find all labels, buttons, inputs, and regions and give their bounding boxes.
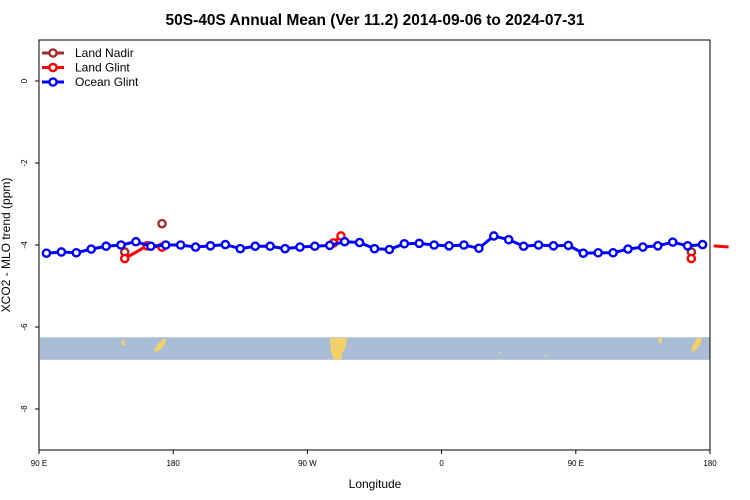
x-tick-label: 90 E	[31, 459, 47, 468]
x-axis-label: Longitude	[349, 477, 402, 491]
legend-label: Land Nadir	[75, 46, 134, 60]
data-point	[324, 240, 335, 251]
data-point	[354, 237, 365, 248]
series-line-land-glint	[713, 244, 729, 249]
legend-item-land-glint: Land Glint	[42, 61, 130, 75]
data-point	[444, 241, 454, 251]
data-point	[157, 218, 167, 229]
legend-item-ocean-glint: Ocean Glint	[42, 75, 139, 89]
data-point	[548, 241, 559, 251]
data-point	[339, 236, 350, 247]
data-point	[623, 244, 633, 254]
y-tick-label: -8	[20, 405, 29, 413]
land-patch	[499, 352, 502, 354]
data-point	[41, 248, 52, 258]
data-point	[653, 241, 663, 251]
land-patch	[658, 338, 662, 343]
y-tick-label: -4	[20, 241, 29, 249]
ocean-band	[40, 337, 710, 360]
data-point	[235, 243, 246, 254]
data-point	[265, 241, 275, 252]
map-band	[40, 337, 710, 360]
legend-marker	[48, 62, 58, 73]
data-point	[474, 243, 484, 254]
y-axis-label: XCO2 - MLO trend (ppm)	[0, 178, 13, 313]
data-point	[116, 240, 126, 250]
data-point	[518, 241, 529, 252]
land-patch	[154, 339, 166, 352]
y-tick-label: 0	[20, 78, 29, 83]
data-point	[697, 239, 708, 250]
x-tick-label: 0	[439, 459, 444, 468]
data-point	[220, 239, 231, 250]
series-ocean-glint	[41, 231, 708, 258]
data-point	[488, 231, 499, 241]
legend-label: Ocean Glint	[75, 75, 139, 89]
legend-label: Land Glint	[75, 61, 130, 75]
x-tick-label: 180	[167, 459, 181, 468]
x-tick-label: 90 W	[298, 459, 317, 468]
y-tick-label: -2	[20, 159, 29, 167]
data-point	[86, 244, 96, 254]
data-point	[369, 243, 380, 254]
data-point	[533, 240, 544, 250]
data-point	[146, 241, 156, 252]
data-point	[459, 240, 469, 250]
land-patch	[691, 338, 702, 352]
data-point	[250, 241, 261, 252]
data-point	[686, 253, 697, 264]
data-point	[101, 241, 111, 252]
y-axis: 0 -2 -4 -6 -8	[20, 78, 39, 413]
data-point	[563, 240, 574, 251]
data-point	[205, 241, 216, 251]
y-tick-label: -6	[20, 323, 29, 331]
data-point	[399, 238, 410, 249]
data-point	[119, 253, 130, 264]
land-patch	[544, 355, 547, 357]
data-point	[608, 247, 618, 258]
data-point	[638, 242, 648, 252]
legend-marker	[48, 48, 58, 58]
data-point	[414, 238, 425, 249]
data-point	[429, 240, 439, 250]
data-point	[71, 247, 82, 258]
data-point	[295, 242, 305, 252]
data-point	[56, 247, 67, 257]
data-point	[175, 240, 186, 250]
plot-area	[41, 218, 729, 264]
land-patch	[330, 338, 347, 360]
legend-item-land-nadir: Land Nadir	[42, 46, 134, 60]
x-tick-label: 90 E	[568, 459, 584, 468]
data-point	[190, 242, 201, 252]
legend-marker	[48, 77, 58, 87]
data-point	[384, 244, 395, 255]
chart-title: 50S-40S Annual Mean (Ver 11.2) 2014-09-0…	[165, 12, 584, 29]
data-point	[578, 248, 589, 258]
series-land-nadir	[119, 218, 697, 257]
x-axis: 90 E 180 90 W 0 90 E 180	[31, 450, 717, 468]
data-point	[310, 241, 320, 252]
data-point	[131, 236, 141, 247]
x-tick-label: 180	[703, 459, 717, 468]
data-point	[160, 240, 171, 250]
data-point	[280, 243, 290, 254]
data-point	[667, 237, 678, 247]
data-point	[682, 241, 693, 251]
land-patch	[121, 340, 125, 345]
data-point	[503, 234, 514, 245]
data-point	[593, 247, 603, 258]
